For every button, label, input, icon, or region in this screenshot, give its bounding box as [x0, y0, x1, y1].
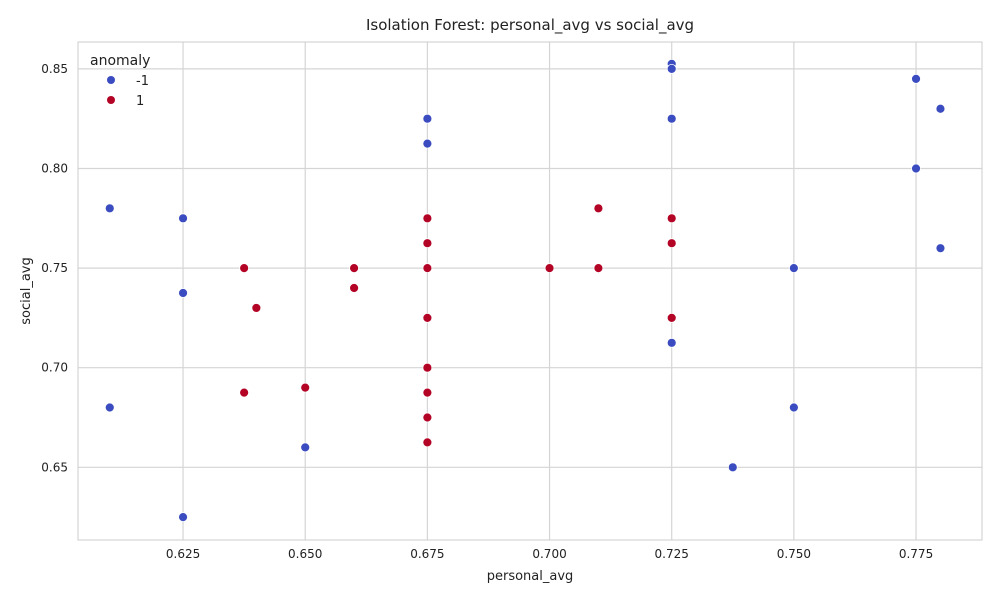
- y-tick-label: 0.85: [41, 62, 68, 76]
- data-point-anomaly-pos1: [666, 213, 677, 224]
- data-point-anomaly-pos1: [666, 238, 677, 249]
- data-point-anomaly-pos1: [300, 382, 311, 393]
- x-axis-title: personal_avg: [487, 569, 574, 584]
- legend-label-neg1: -1: [136, 74, 149, 89]
- y-tick-label: 0.80: [41, 161, 68, 175]
- data-points: [104, 59, 946, 522]
- y-tick-label: 0.70: [41, 361, 68, 375]
- legend-marker-pos1: [107, 96, 115, 104]
- data-point-anomaly-neg1: [788, 263, 799, 273]
- x-tick-label: 0.725: [655, 547, 689, 561]
- x-tick-label: 0.625: [166, 547, 200, 561]
- data-point-anomaly-pos1: [349, 263, 359, 273]
- data-point-anomaly-pos1: [422, 312, 433, 323]
- data-point-anomaly-neg1: [935, 103, 946, 114]
- data-point-anomaly-pos1: [239, 387, 250, 398]
- x-tick-label: 0.775: [899, 547, 933, 561]
- data-point-anomaly-pos1: [422, 213, 433, 224]
- data-point-anomaly-pos1: [349, 283, 359, 293]
- data-point-anomaly-neg1: [666, 113, 677, 124]
- data-point-anomaly-neg1: [666, 337, 677, 348]
- plot-frame: [77, 41, 983, 541]
- data-point-anomaly-pos1: [422, 387, 433, 398]
- data-point-anomaly-pos1: [422, 412, 433, 423]
- data-point-anomaly-pos1: [251, 303, 262, 313]
- y-tick-label: 0.75: [41, 261, 68, 275]
- legend: anomaly -1 1: [90, 53, 150, 109]
- data-point-anomaly-neg1: [911, 73, 921, 84]
- x-tick-label: 0.750: [777, 547, 811, 561]
- data-point-anomaly-pos1: [239, 263, 250, 273]
- data-point-anomaly-pos1: [666, 312, 677, 323]
- legend-label-pos1: 1: [136, 94, 144, 109]
- chart-title: Isolation Forest: personal_avg vs social…: [366, 16, 694, 35]
- legend-title: anomaly: [90, 53, 150, 69]
- data-point-anomaly-pos1: [422, 437, 433, 448]
- data-point-anomaly-neg1: [178, 213, 188, 224]
- data-point-anomaly-neg1: [911, 163, 921, 174]
- tick-labels: 0.625 0.650 0.675 0.700 0.725 0.750 0.775 0.65 0…: [41, 62, 933, 561]
- data-point-anomaly-pos1: [422, 362, 433, 373]
- grid-layer: [78, 42, 982, 540]
- data-point-anomaly-pos1: [422, 238, 433, 249]
- x-tick-label: 0.675: [410, 547, 444, 561]
- x-tick-label: 0.650: [288, 547, 322, 561]
- legend-marker-neg1: [107, 76, 115, 84]
- data-point-anomaly-neg1: [422, 113, 433, 124]
- data-point-anomaly-neg1: [788, 402, 799, 413]
- data-point-anomaly-neg1: [300, 442, 311, 453]
- x-tick-label: 0.700: [532, 547, 566, 561]
- data-point-anomaly-neg1: [666, 63, 677, 74]
- data-point-anomaly-neg1: [422, 138, 433, 149]
- y-tick-label: 0.65: [41, 460, 68, 474]
- data-point-anomaly-neg1: [935, 243, 946, 254]
- data-point-anomaly-neg1: [104, 402, 115, 413]
- y-axis-title: social_avg: [19, 257, 34, 324]
- data-point-anomaly-neg1: [178, 512, 188, 522]
- data-point-anomaly-pos1: [422, 263, 433, 273]
- data-point-anomaly-pos1: [593, 263, 604, 273]
- data-point-anomaly-pos1: [593, 203, 604, 214]
- data-point-anomaly-neg1: [727, 462, 738, 473]
- data-point-anomaly-neg1: [178, 288, 188, 298]
- data-point-anomaly-pos1: [544, 263, 555, 273]
- data-point-anomaly-neg1: [104, 203, 115, 214]
